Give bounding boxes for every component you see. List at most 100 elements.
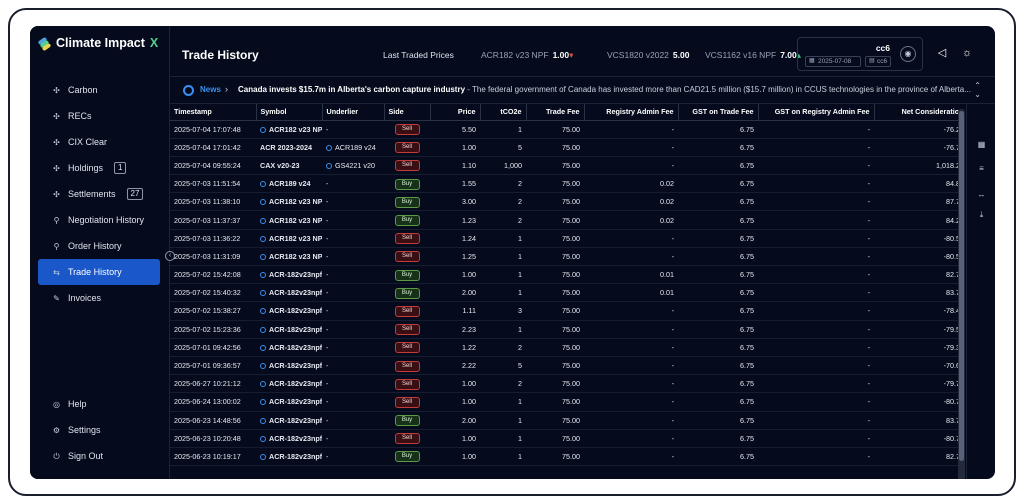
- columns-icon[interactable]: ▦: [977, 140, 986, 149]
- info-icon[interactable]: [260, 235, 266, 242]
- news-ticker[interactable]: News › Canada invests $15.7m in Alberta'…: [170, 77, 995, 104]
- sidebar-item-help[interactable]: ◎ Help: [38, 391, 160, 417]
- info-icon[interactable]: [260, 253, 266, 260]
- column-header[interactable]: Price: [430, 104, 481, 121]
- gst-trade-cell: 6.75: [678, 156, 758, 176]
- sidebar-item-order-history[interactable]: ⚲ Order History: [38, 233, 160, 259]
- table-row[interactable]: 2025-07-03 11:36:22 ACR182 v23 NP - Sell 1.2…: [170, 229, 964, 248]
- sidebar-item-label: Sign Out: [68, 451, 104, 461]
- info-icon[interactable]: [260, 344, 266, 351]
- table-row[interactable]: 2025-07-01 09:36:57 ACR-182v23npf - Sell 2.2…: [170, 356, 964, 376]
- table-row[interactable]: 2025-06-27 10:21:12 ACR-182v23npf - Sell 1.0…: [170, 374, 964, 394]
- logo[interactable]: Climate Impact X: [37, 36, 158, 51]
- info-icon[interactable]: [326, 162, 332, 169]
- sidebar-item-holdings[interactable]: ✣ Holdings 1: [38, 155, 160, 181]
- ticker-price: 5.00: [672, 50, 690, 60]
- underlier-text: -: [326, 451, 329, 461]
- download-icon[interactable]: ⤓: [979, 210, 984, 219]
- sidebar-item-trade-history[interactable]: ⇆ Trade History: [38, 259, 160, 285]
- table-row[interactable]: 2025-07-04 17:07:48 ACR182 v23 NP - Sell 5.5…: [170, 120, 964, 139]
- ticker-item[interactable]: VCS1162 v16 NPF 7.00▴: [705, 50, 801, 61]
- vertical-scrollbar[interactable]: [958, 109, 965, 479]
- symbol-text: ACR 2023-2024: [260, 142, 312, 152]
- table-header-row: Timestamp Symbol Underlier Side Price tCO2e Tr…: [170, 104, 964, 121]
- news-text[interactable]: Canada invests $15.7m in Alberta's carbo…: [238, 85, 971, 94]
- column-header[interactable]: Trade Fee: [526, 104, 585, 121]
- count-badge: 1: [114, 162, 127, 174]
- trade-fee-cell: 75.00: [526, 447, 584, 467]
- table-row[interactable]: 2025-06-23 10:20:48 ACR-182v23npf - Sell 1.0…: [170, 429, 964, 448]
- table-row[interactable]: 2025-07-02 15:38:27 ACR-182v23npf - Sell 1.1…: [170, 301, 964, 321]
- trade-fee-cell: 75.00: [526, 338, 584, 357]
- column-header[interactable]: Underlier: [322, 104, 385, 121]
- info-icon[interactable]: [260, 326, 266, 333]
- sidebar-item-sign-out[interactable]: ⏻ Sign Out: [38, 443, 160, 469]
- info-icon[interactable]: [260, 181, 266, 188]
- order-icon: ⚲: [53, 241, 60, 251]
- info-icon[interactable]: [260, 453, 266, 460]
- info-icon[interactable]: [260, 308, 266, 315]
- table-row[interactable]: 2025-07-02 15:42:08 ACR-182v23npf - Buy 1.00…: [170, 265, 964, 285]
- info-icon[interactable]: [260, 399, 266, 406]
- sidebar-item-cix-clear[interactable]: ✣ CIX Clear: [38, 129, 160, 155]
- news-expand-button[interactable]: ⌃ ⌄: [974, 81, 981, 99]
- info-icon[interactable]: [260, 272, 266, 279]
- account-field[interactable]: ▤ cc6: [865, 56, 891, 67]
- table-row[interactable]: 2025-07-02 15:40:32 ACR-182v23npf - Buy 2.00…: [170, 283, 964, 303]
- timestamp-cell: 2025-07-04 17:07:48: [170, 120, 256, 139]
- table-row[interactable]: 2025-06-23 14:48:56 ACR-182v23npf - Buy 2.00…: [170, 411, 964, 430]
- table-row[interactable]: 2025-07-03 11:31:09 ACR182 v23 NP - Sell 1.2…: [170, 247, 964, 267]
- table-row[interactable]: 2025-07-02 15:23:36 ACR-182v23npf - Sell 2.2…: [170, 320, 964, 339]
- column-header[interactable]: Net Consideration: [874, 104, 964, 121]
- gst-reg-cell: -: [758, 283, 874, 303]
- table-row[interactable]: 2025-06-24 13:00:02 ACR-182v23npf - Sell 1.0…: [170, 392, 964, 412]
- announcement-icon[interactable]: ◁: [937, 47, 947, 59]
- table-row[interactable]: 2025-07-01 09:42:56 ACR-182v23npf - Sell 1.2…: [170, 338, 964, 357]
- table-row[interactable]: 2025-07-04 09:55:24 CAX v20-23 GS4221 v20 S…: [170, 156, 964, 176]
- sun-icon[interactable]: ☼: [961, 47, 973, 59]
- gst-trade-cell: 6.75: [678, 192, 758, 212]
- avatar[interactable]: ◉: [900, 46, 916, 62]
- info-icon[interactable]: [260, 363, 266, 370]
- sidebar-item-invoices[interactable]: ✎ Invoices: [38, 285, 160, 311]
- column-header[interactable]: tCO2e: [480, 104, 527, 121]
- sidebar-item-negotiation-history[interactable]: ⚲ Negotiation History: [38, 207, 160, 233]
- info-icon[interactable]: [260, 417, 266, 424]
- table-row[interactable]: 2025-07-03 11:37:37 ACR182 v23 NP - Buy 1.23…: [170, 210, 964, 230]
- column-header[interactable]: Symbol: [256, 104, 323, 121]
- user-panel[interactable]: cc6 ▦ 2025-07-08 ▤ cc6 ◉: [797, 37, 923, 71]
- filter-icon[interactable]: ≡: [979, 164, 984, 173]
- column-header[interactable]: GST on Trade Fee: [678, 104, 759, 121]
- ticker-item[interactable]: VCS1820 v2022 5.00: [607, 50, 689, 60]
- ticker-item[interactable]: ACR182 v23 NPF 1.00▾: [481, 50, 573, 61]
- timestamp-cell: 2025-07-03 11:51:54: [170, 174, 256, 194]
- info-icon[interactable]: [260, 435, 266, 442]
- column-header[interactable]: Side: [384, 104, 431, 121]
- sidebar-item-recs[interactable]: ✣ RECs: [38, 103, 160, 129]
- reg-fee-cell: 0.01: [584, 265, 678, 285]
- info-icon[interactable]: [260, 217, 266, 224]
- sell-badge: Sell: [394, 360, 420, 372]
- vertical-scroll-thumb[interactable]: [959, 111, 964, 461]
- trade-date-field[interactable]: ▦ 2025-07-08: [805, 56, 861, 67]
- table-row[interactable]: 2025-07-03 11:51:54 ACR189 v24 - Buy 1.55 2 75…: [170, 174, 964, 194]
- sidebar-item-settlements[interactable]: ✣ Settlements 27: [38, 181, 160, 207]
- column-header[interactable]: GST on Registry Admin Fee: [758, 104, 875, 121]
- fit-columns-icon[interactable]: ↔: [977, 190, 986, 199]
- column-header[interactable]: Timestamp: [170, 104, 257, 121]
- gst-reg-cell: -: [758, 429, 874, 448]
- info-icon[interactable]: [260, 290, 266, 297]
- info-icon[interactable]: [260, 199, 266, 206]
- device-frame: [8, 8, 1016, 496]
- trade-fee-cell: 75.00: [526, 283, 584, 303]
- sidebar-item-carbon[interactable]: ✣ Carbon: [38, 77, 160, 103]
- table-row[interactable]: 2025-07-03 11:38:10 ACR182 v23 NP - Buy 3.00…: [170, 192, 964, 212]
- column-header[interactable]: Registry Admin Fee: [584, 104, 679, 121]
- table-row[interactable]: 2025-06-23 10:19:17 ACR-182v23npf - Buy 1.00…: [170, 447, 964, 467]
- table-row[interactable]: 2025-07-04 17:01:42 ACR 2023-2024 ACR189 v…: [170, 138, 964, 157]
- news-label: News: [200, 85, 221, 94]
- info-icon[interactable]: [260, 381, 266, 388]
- info-icon[interactable]: [260, 126, 266, 133]
- sidebar-item-settings[interactable]: ⚙ Settings: [38, 417, 160, 443]
- info-icon[interactable]: [326, 144, 332, 151]
